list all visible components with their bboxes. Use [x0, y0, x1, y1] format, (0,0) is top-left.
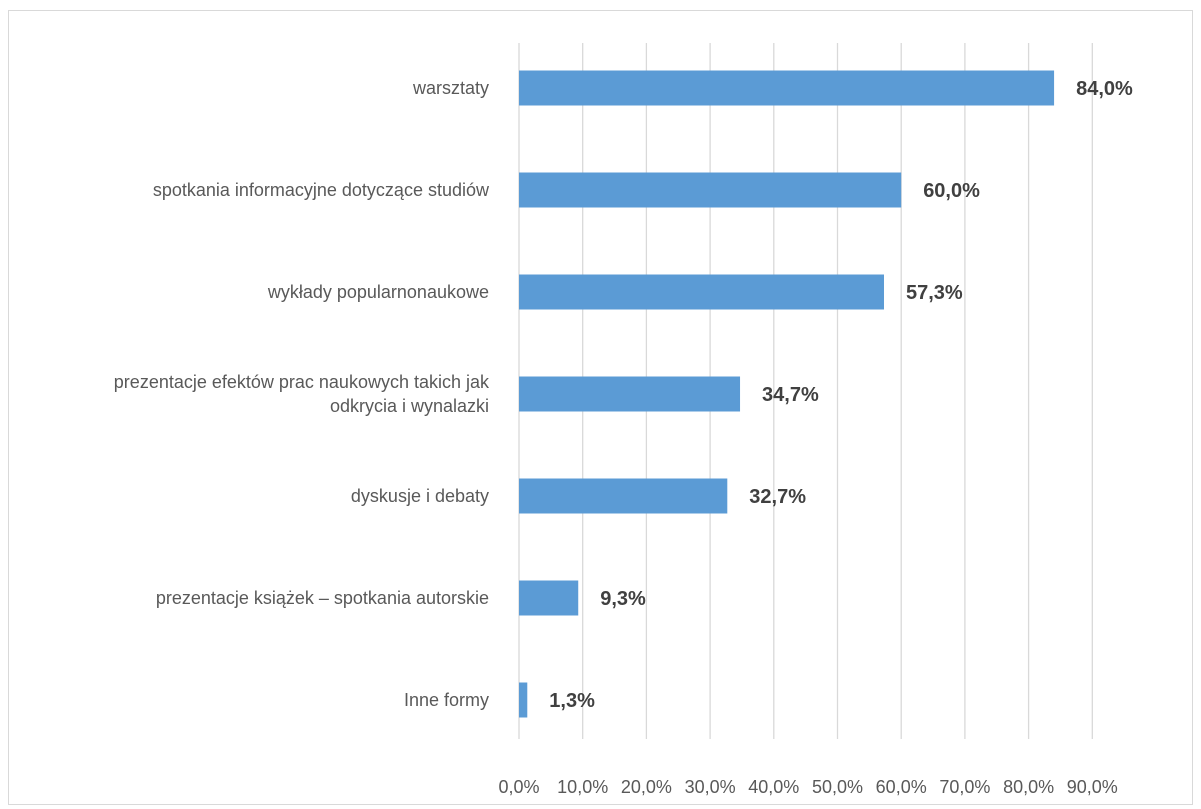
chart-frame: warsztaty spotkania informacyjne dotycząc… [8, 10, 1193, 805]
category-labels: warsztaty spotkania informacyjne dotycząc… [114, 78, 490, 710]
category-label: prezentacje efektów prac naukowych takic… [114, 372, 490, 416]
bar [519, 376, 741, 412]
x-tick-label: 0,0% [498, 777, 539, 797]
data-label: 32,7% [749, 486, 806, 508]
x-tick-label: 40,0% [748, 777, 799, 797]
x-tick-label: 70,0% [939, 777, 990, 797]
bar [519, 172, 902, 208]
bar [519, 682, 528, 718]
bar-chart: warsztaty spotkania informacyjne dotycząc… [114, 43, 1133, 797]
data-label: 34,7% [762, 384, 819, 406]
bar [519, 580, 579, 616]
category-label: Inne formy [404, 690, 489, 710]
x-tick-label: 90,0% [1067, 777, 1118, 797]
data-label: 60,0% [923, 180, 980, 202]
gridlines [518, 43, 1093, 739]
category-label-line: spotkania informacyjne dotyczące studiów [153, 180, 490, 200]
category-label: warsztaty [412, 78, 489, 98]
bar [519, 478, 728, 514]
x-tick-label: 20,0% [621, 777, 672, 797]
x-axis-tick-labels: 0,0% 10,0% 20,0% 30,0% 40,0% 50,0% 60,0% 70,0% 8… [498, 777, 1117, 797]
category-label-line: dyskusje i debaty [351, 486, 489, 506]
category-label-line: prezentacje książek – spotkania autorski… [156, 588, 489, 608]
bar [519, 70, 1055, 106]
bars [519, 70, 1055, 718]
x-tick-label: 80,0% [1003, 777, 1054, 797]
category-label-line: wykłady popularnonaukowe [267, 282, 489, 302]
data-label: 84,0% [1076, 78, 1133, 100]
category-label: dyskusje i debaty [351, 486, 489, 506]
x-tick-label: 60,0% [876, 777, 927, 797]
data-labels: 84,0% 60,0% 57,3% 34,7% 32,7% 9,3% 1,3% [549, 78, 1133, 712]
category-label-line: prezentacje efektów prac naukowych takic… [114, 372, 490, 392]
category-label: prezentacje książek – spotkania autorski… [156, 588, 489, 608]
x-tick-label: 30,0% [685, 777, 736, 797]
bar [519, 274, 885, 310]
category-label-line: odkrycia i wynalazki [330, 396, 489, 416]
data-label: 57,3% [906, 282, 963, 304]
data-label: 9,3% [600, 588, 646, 610]
category-label: spotkania informacyjne dotyczące studiów [153, 180, 490, 200]
x-tick-label: 50,0% [812, 777, 863, 797]
category-label-line: Inne formy [404, 690, 489, 710]
x-tick-label: 10,0% [557, 777, 608, 797]
category-label-line: warsztaty [412, 78, 489, 98]
category-label: wykłady popularnonaukowe [267, 282, 489, 302]
data-label: 1,3% [549, 690, 595, 712]
